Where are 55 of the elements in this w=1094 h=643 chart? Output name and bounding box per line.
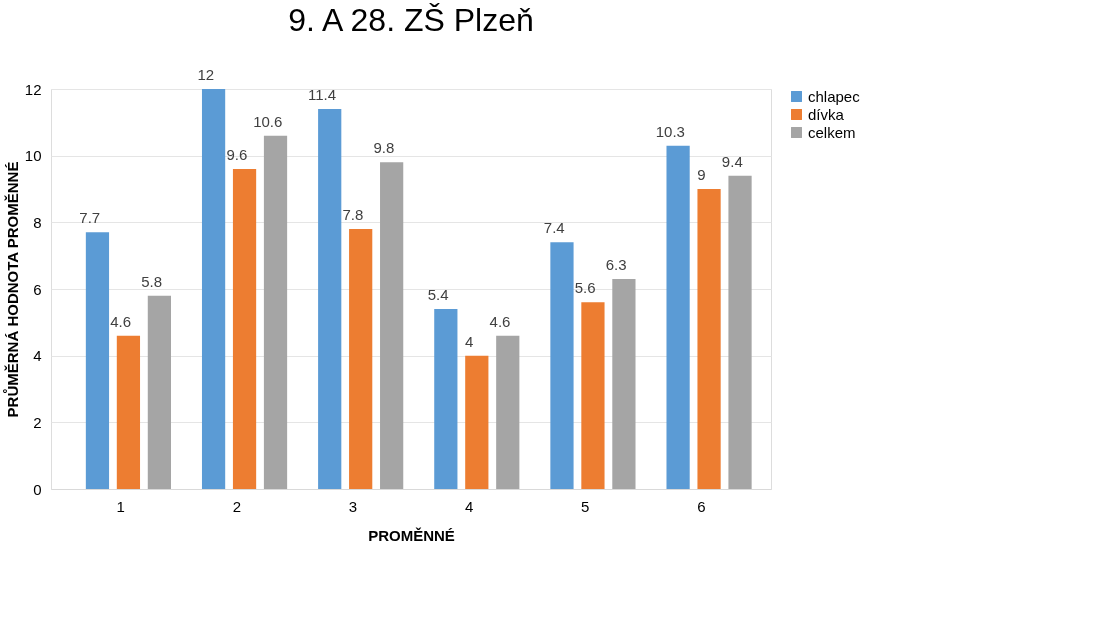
- bar: [318, 109, 342, 489]
- x-tick-label: 3: [348, 497, 358, 515]
- bar: [434, 309, 458, 489]
- bar: [666, 145, 690, 489]
- x-tick-label: 2: [232, 497, 241, 515]
- bar: [697, 189, 721, 489]
- bar: [349, 229, 373, 489]
- legend-label: dívka: [808, 105, 845, 123]
- data-label: 4.6: [489, 312, 511, 330]
- x-tick-label: 6: [697, 497, 706, 515]
- bar: [263, 135, 288, 489]
- data-label: 9: [697, 166, 706, 183]
- data-label: 4: [464, 332, 474, 350]
- y-tick-label: 2: [33, 413, 42, 431]
- data-label: 6.3: [605, 256, 627, 273]
- y-tick-label: 4: [33, 347, 42, 365]
- data-label: 7.4: [543, 219, 565, 237]
- bar: [116, 335, 141, 489]
- y-tick-label: 12: [24, 80, 42, 98]
- bar: [147, 295, 171, 489]
- y-tick-label: 10: [24, 147, 42, 165]
- bar: [496, 335, 520, 489]
- data-label: 10.6: [253, 112, 283, 130]
- data-label: 5.8: [141, 272, 163, 290]
- x-tick-label: 5: [581, 497, 590, 515]
- data-label: 9.4: [721, 152, 743, 170]
- data-label: 4.6: [110, 312, 132, 330]
- y-axis-title: PRŮMĚRNÁ HODNOTA PROMĚNNÉ: [2, 161, 21, 418]
- data-label: 7.7: [79, 209, 101, 227]
- y-tick-label: 6: [33, 280, 42, 298]
- y-tick-label: 8: [33, 213, 42, 231]
- bar: [581, 302, 605, 489]
- chart-title: 9. A 28. ZŠ Plzeň: [288, 2, 534, 38]
- x-tick-label: 4: [464, 497, 474, 515]
- legend-label: celkem: [808, 123, 856, 141]
- bar: [612, 279, 636, 489]
- bar: [550, 242, 574, 489]
- data-label: 12: [197, 66, 215, 83]
- y-tick-label: 0: [33, 480, 42, 498]
- x-tick-label: 1: [116, 497, 125, 515]
- data-label: 9.6: [226, 146, 248, 163]
- bar: [465, 355, 489, 489]
- data-label: 10.3: [655, 122, 685, 140]
- bar: [201, 89, 226, 489]
- x-axis-title: PROMĚNNÉ: [368, 526, 455, 544]
- data-label: 9.8: [373, 139, 395, 157]
- bar: [232, 169, 257, 489]
- bar: [85, 232, 110, 489]
- legend-label: chlapec: [808, 87, 861, 105]
- bar: [728, 175, 752, 489]
- bar: [380, 162, 404, 489]
- data-label: 5.4: [427, 286, 449, 303]
- data-label: 5.6: [574, 279, 596, 297]
- data-label: 11.4: [307, 86, 337, 103]
- data-label: 7.8: [342, 206, 364, 223]
